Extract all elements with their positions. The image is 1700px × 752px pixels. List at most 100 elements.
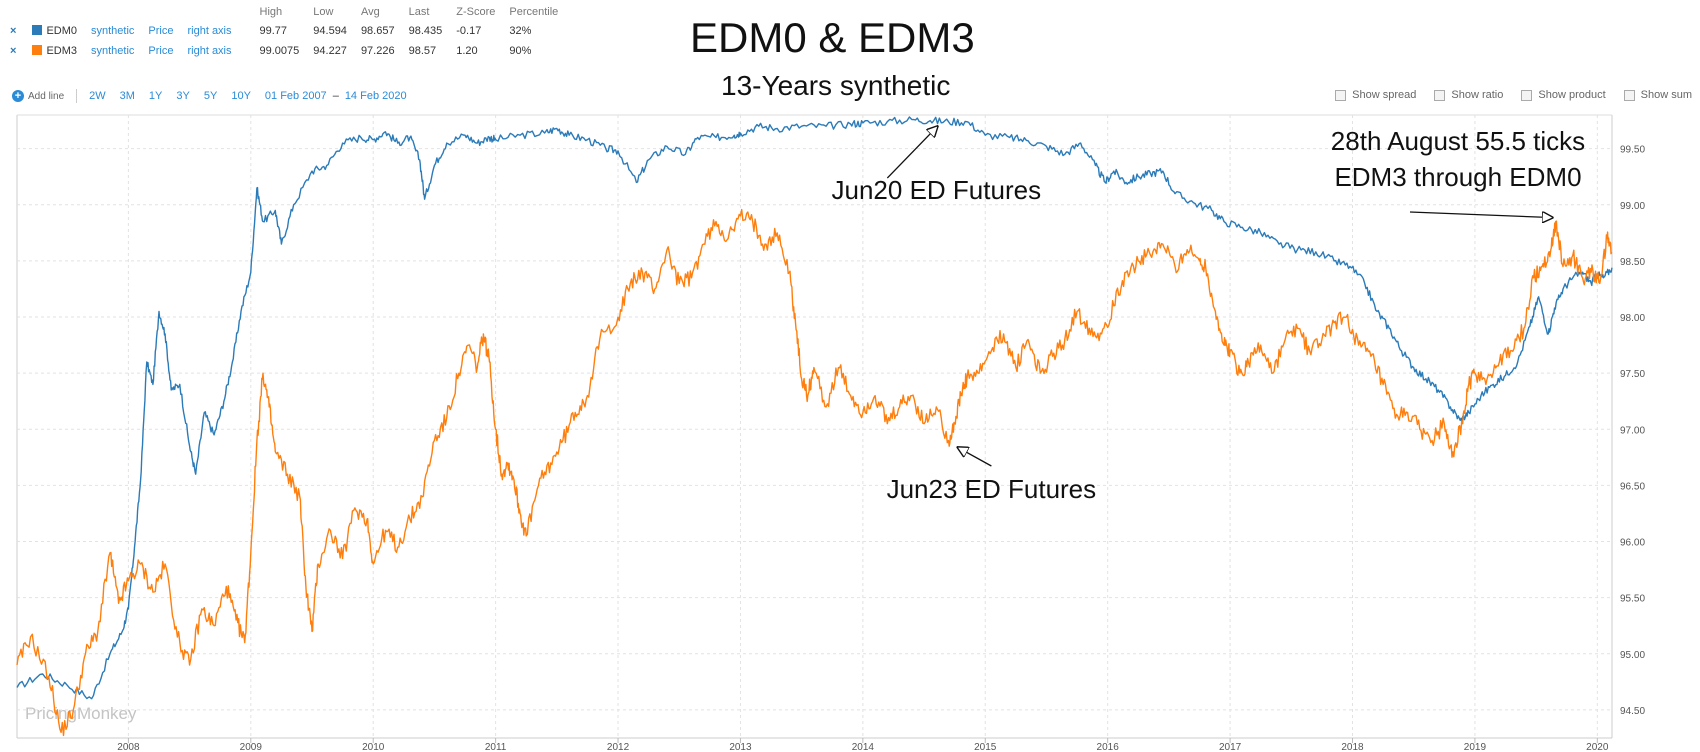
y-tick-label: 97.50	[1620, 369, 1645, 380]
source-link[interactable]: synthetic	[91, 25, 135, 37]
color-swatch	[32, 45, 43, 55]
x-tick-label: 2011	[485, 742, 507, 752]
header-low: Low	[313, 6, 334, 18]
chart-title: EDM0 & EDM3	[690, 14, 975, 61]
annotation-august-line1: 28th August 55.5 ticks	[1331, 126, 1585, 156]
x-tick-label: 2008	[117, 742, 140, 752]
y-tick-label: 94.50	[1620, 706, 1645, 717]
color-swatch	[32, 25, 43, 35]
x-tick-label: 2018	[1341, 742, 1364, 752]
header-high: High	[259, 6, 283, 18]
range-toolbar: + Add line 2W 3M 1Y 3Y 5Y 10Y 01 Feb 200…	[12, 89, 421, 103]
header-zscore: Z-Score	[456, 6, 496, 18]
legend-row-edm0: × EDM0 synthetic Price right axis 99.77 …	[10, 22, 572, 42]
checkbox-icon	[1623, 89, 1635, 101]
header-avg: Avg	[360, 6, 380, 18]
x-tick-label: 2012	[607, 742, 630, 752]
date-to-link[interactable]: 14 Feb 2020	[344, 90, 407, 102]
date-separator: –	[332, 90, 339, 102]
legend-row-edm3: × EDM3 synthetic Price right axis 99.007…	[10, 42, 572, 62]
checkbox-icon	[1521, 89, 1533, 101]
value-low: 94.227	[313, 45, 347, 57]
checkbox-icon	[1335, 89, 1347, 101]
measure-link[interactable]: Price	[148, 25, 174, 37]
annotation-arrow	[1409, 212, 1554, 218]
measure-link[interactable]: Price	[148, 45, 174, 57]
y-tick-label: 95.50	[1620, 594, 1645, 605]
x-tick-label: 2020	[1586, 742, 1609, 752]
show-sum-checkbox[interactable]: Show sum	[1623, 89, 1692, 101]
y-tick-label: 98.50	[1620, 257, 1645, 268]
annotation-august-line2: EDM3 through EDM0	[1334, 162, 1581, 192]
value-percentile: 32%	[509, 25, 532, 37]
range-2w-button[interactable]: 2W	[89, 90, 106, 102]
value-avg: 97.226	[360, 45, 395, 57]
date-from-link[interactable]: 01 Feb 2007	[264, 90, 327, 102]
legend-panel: High Low Avg Last Z-Score Percentile × E…	[10, 6, 572, 62]
option-label: Show spread	[1352, 89, 1417, 101]
value-high: 99.0075	[259, 45, 300, 57]
value-zscore: -0.17	[456, 25, 482, 37]
chart-subtitle: 13-Years synthetic	[721, 70, 951, 101]
axis-link[interactable]: right axis	[187, 25, 232, 37]
source-link[interactable]: synthetic	[91, 45, 135, 57]
series-name-text: EDM0	[46, 25, 77, 37]
show-product-checkbox[interactable]: Show product	[1521, 89, 1606, 101]
value-percentile: 90%	[509, 45, 532, 57]
x-tick-label: 2017	[1219, 742, 1242, 752]
series-name: EDM0	[30, 22, 91, 42]
show-ratio-checkbox[interactable]: Show ratio	[1434, 89, 1503, 101]
header-last: Last	[408, 6, 430, 18]
x-tick-label: 2010	[362, 742, 385, 752]
add-line-button[interactable]: + Add line	[12, 90, 64, 102]
option-label: Show product	[1538, 89, 1606, 101]
range-3y-button[interactable]: 3Y	[176, 90, 190, 102]
legend-table: High Low Avg Last Z-Score Percentile × E…	[10, 6, 572, 62]
show-spread-checkbox[interactable]: Show spread	[1335, 89, 1416, 101]
axis-link[interactable]: right axis	[187, 45, 232, 57]
value-zscore: 1.20	[456, 45, 478, 57]
remove-series-button[interactable]: ×	[10, 25, 17, 37]
y-tick-label: 97.00	[1620, 425, 1645, 436]
x-tick-label: 2009	[240, 742, 263, 752]
x-tick-label: 2016	[1097, 742, 1120, 752]
watermark-text: PricingMonkey	[25, 704, 137, 723]
series-line-edm0	[16, 116, 1613, 700]
header-percentile: Percentile	[509, 6, 559, 18]
annotation-jun20: Jun20 ED Futures	[832, 175, 1042, 205]
plus-icon: +	[12, 90, 24, 102]
option-label: Show ratio	[1451, 89, 1504, 101]
x-tick-label: 2015	[974, 742, 997, 752]
annotation-arrow	[957, 447, 992, 467]
y-tick-label: 98.00	[1620, 313, 1645, 324]
divider	[76, 89, 78, 103]
annotation-jun23: Jun23 ED Futures	[887, 474, 1097, 504]
range-3m-button[interactable]: 3M	[119, 90, 135, 102]
y-tick-label: 99.50	[1620, 145, 1645, 156]
range-1y-button[interactable]: 1Y	[148, 90, 163, 102]
value-last: 98.57	[408, 45, 437, 57]
x-tick-label: 2019	[1464, 742, 1487, 752]
y-tick-label: 96.50	[1620, 481, 1645, 492]
range-5y-button[interactable]: 5Y	[203, 90, 218, 102]
checkbox-icon	[1434, 89, 1446, 101]
value-last: 98.435	[408, 25, 443, 37]
option-label: Show sum	[1640, 89, 1692, 101]
add-line-label: Add line	[28, 90, 65, 102]
y-tick-label: 96.00	[1620, 538, 1645, 549]
y-tick-label: 99.00	[1620, 201, 1645, 212]
annotation-arrow	[886, 125, 938, 179]
value-avg: 98.657	[360, 25, 395, 37]
value-high: 99.77	[259, 25, 288, 37]
display-options: Show spread Show ratio Show product Show…	[1317, 89, 1692, 101]
range-10y-button[interactable]: 10Y	[231, 90, 251, 102]
x-tick-label: 2014	[852, 742, 875, 752]
series-line-edm3	[16, 208, 1613, 737]
series-name: EDM3	[30, 42, 91, 62]
value-low: 94.594	[313, 25, 347, 37]
series-name-text: EDM3	[46, 45, 77, 57]
x-tick-label: 2013	[729, 742, 752, 752]
remove-series-button[interactable]: ×	[10, 45, 17, 57]
y-tick-label: 95.00	[1620, 650, 1645, 661]
